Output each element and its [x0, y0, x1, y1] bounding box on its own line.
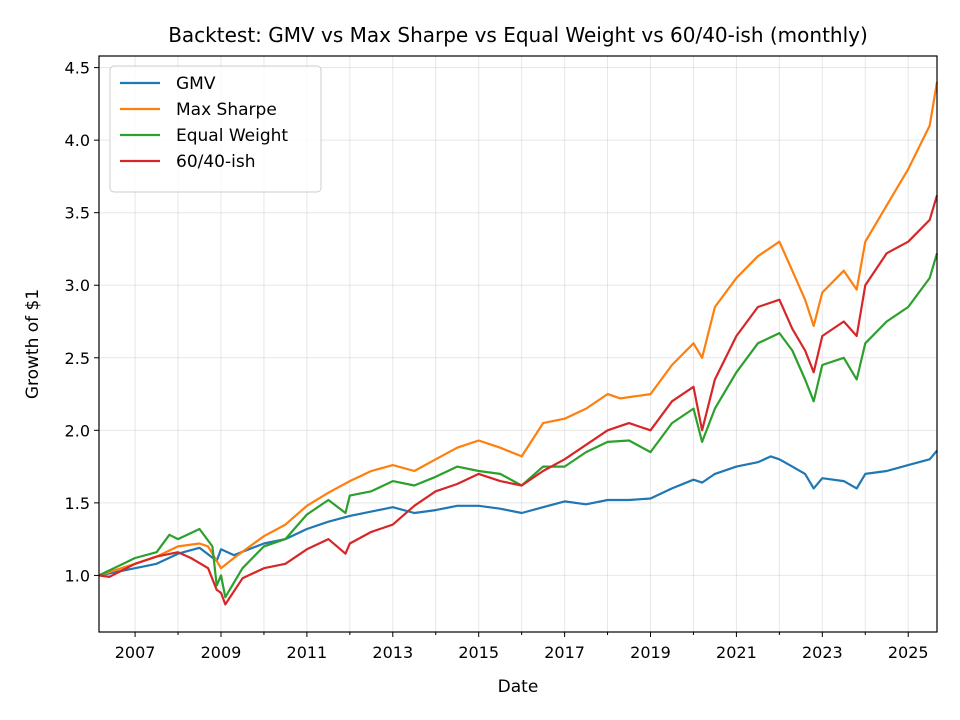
x-tick-label: 2009 — [201, 643, 242, 662]
y-axis-label: Growth of $1 — [23, 289, 43, 399]
legend-label-max-sharpe: Max Sharpe — [176, 100, 277, 120]
y-axis: 1.0 1.5 2.0 2.5 3.0 3.5 4.0 4.5 — [65, 59, 99, 585]
y-tick-label: 4.5 — [65, 59, 90, 78]
legend-label-60-40-ish: 60/40-ish — [176, 152, 255, 172]
x-axis-label: Date — [498, 677, 539, 697]
x-tick-label: 2021 — [716, 643, 757, 662]
legend-label-equal-weight: Equal Weight — [176, 126, 288, 146]
legend: GMV Max Sharpe Equal Weight 60/40-ish — [109, 65, 322, 193]
legend-label-gmv: GMV — [176, 74, 216, 94]
series-line-equal-weight — [98, 252, 939, 599]
x-tick-label: 2019 — [630, 643, 671, 662]
x-tick-label: 2017 — [544, 643, 585, 662]
x-tick-label: 2007 — [115, 643, 156, 662]
y-tick-label: 2.5 — [65, 349, 90, 368]
x-tick-label: 2011 — [287, 643, 328, 662]
x-tick-label: 2013 — [372, 643, 413, 662]
x-tick-label: 2023 — [802, 643, 843, 662]
series-line-60-40-ish — [98, 194, 939, 606]
x-tick-label: 2015 — [458, 643, 499, 662]
y-tick-label: 2.0 — [65, 421, 90, 440]
y-tick-label: 3.0 — [65, 276, 90, 295]
series-line-max-sharpe — [98, 81, 939, 577]
y-tick-label: 4.0 — [65, 131, 90, 150]
chart-title: Backtest: GMV vs Max Sharpe vs Equal Wei… — [168, 23, 868, 47]
series-lines — [98, 81, 939, 606]
series-line-gmv — [98, 449, 938, 577]
x-axis: 2007 2009 2011 2013 2015 2017 2019 2021 2023 2025 — [115, 632, 929, 662]
y-tick-label: 1.5 — [65, 494, 90, 513]
x-tick-label: 2025 — [888, 643, 929, 662]
plot-frame — [98, 55, 938, 633]
y-tick-label: 1.0 — [65, 566, 90, 585]
y-tick-label: 3.5 — [65, 204, 90, 223]
